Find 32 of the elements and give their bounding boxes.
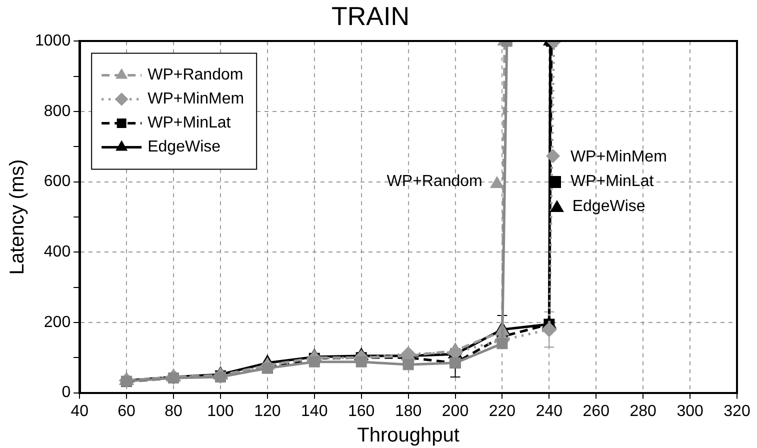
y-tick-label: 200 xyxy=(44,314,71,331)
x-tick-label: 180 xyxy=(394,402,422,420)
y-tick-label: 800 xyxy=(44,102,71,120)
x-tick-label: 80 xyxy=(164,402,183,420)
x-tick-label: 260 xyxy=(582,402,610,420)
annotation: WP+MinLat xyxy=(570,173,654,190)
legend-label: WP+Random xyxy=(148,66,244,84)
y-axis-title: Latency (ms) xyxy=(6,159,29,275)
x-tick-label: 280 xyxy=(630,402,657,420)
x-tick-label: 200 xyxy=(442,402,469,420)
y-tick-label: 0 xyxy=(62,384,71,402)
x-tick-label: 120 xyxy=(254,402,281,420)
x-tick-label: 60 xyxy=(118,402,136,420)
annotation: WP+Random xyxy=(386,173,482,190)
x-tick-label: 140 xyxy=(301,402,328,420)
x-tick-label: 300 xyxy=(676,402,704,420)
annotation: EdgeWise xyxy=(572,198,646,215)
x-tick-label: 160 xyxy=(348,402,375,420)
x-axis-title: Throughput xyxy=(357,424,460,447)
y-tick-label: 400 xyxy=(44,244,71,261)
x-tick-label: 240 xyxy=(536,402,563,420)
x-tick-label: 220 xyxy=(488,402,516,420)
legend-label: WP+MinMem xyxy=(148,90,244,108)
x-tick-label: 320 xyxy=(724,402,750,420)
legend-label: EdgeWise xyxy=(148,138,221,156)
chart-title: TRAIN xyxy=(332,0,410,31)
x-tick-label: 40 xyxy=(70,402,89,420)
legend-label: WP+MinLat xyxy=(148,114,232,132)
x-tick-label: 100 xyxy=(207,402,234,420)
annotation: WP+MinMem xyxy=(570,148,667,166)
y-tick-label: 1000 xyxy=(35,32,71,50)
y-tick-label: 600 xyxy=(44,173,71,190)
